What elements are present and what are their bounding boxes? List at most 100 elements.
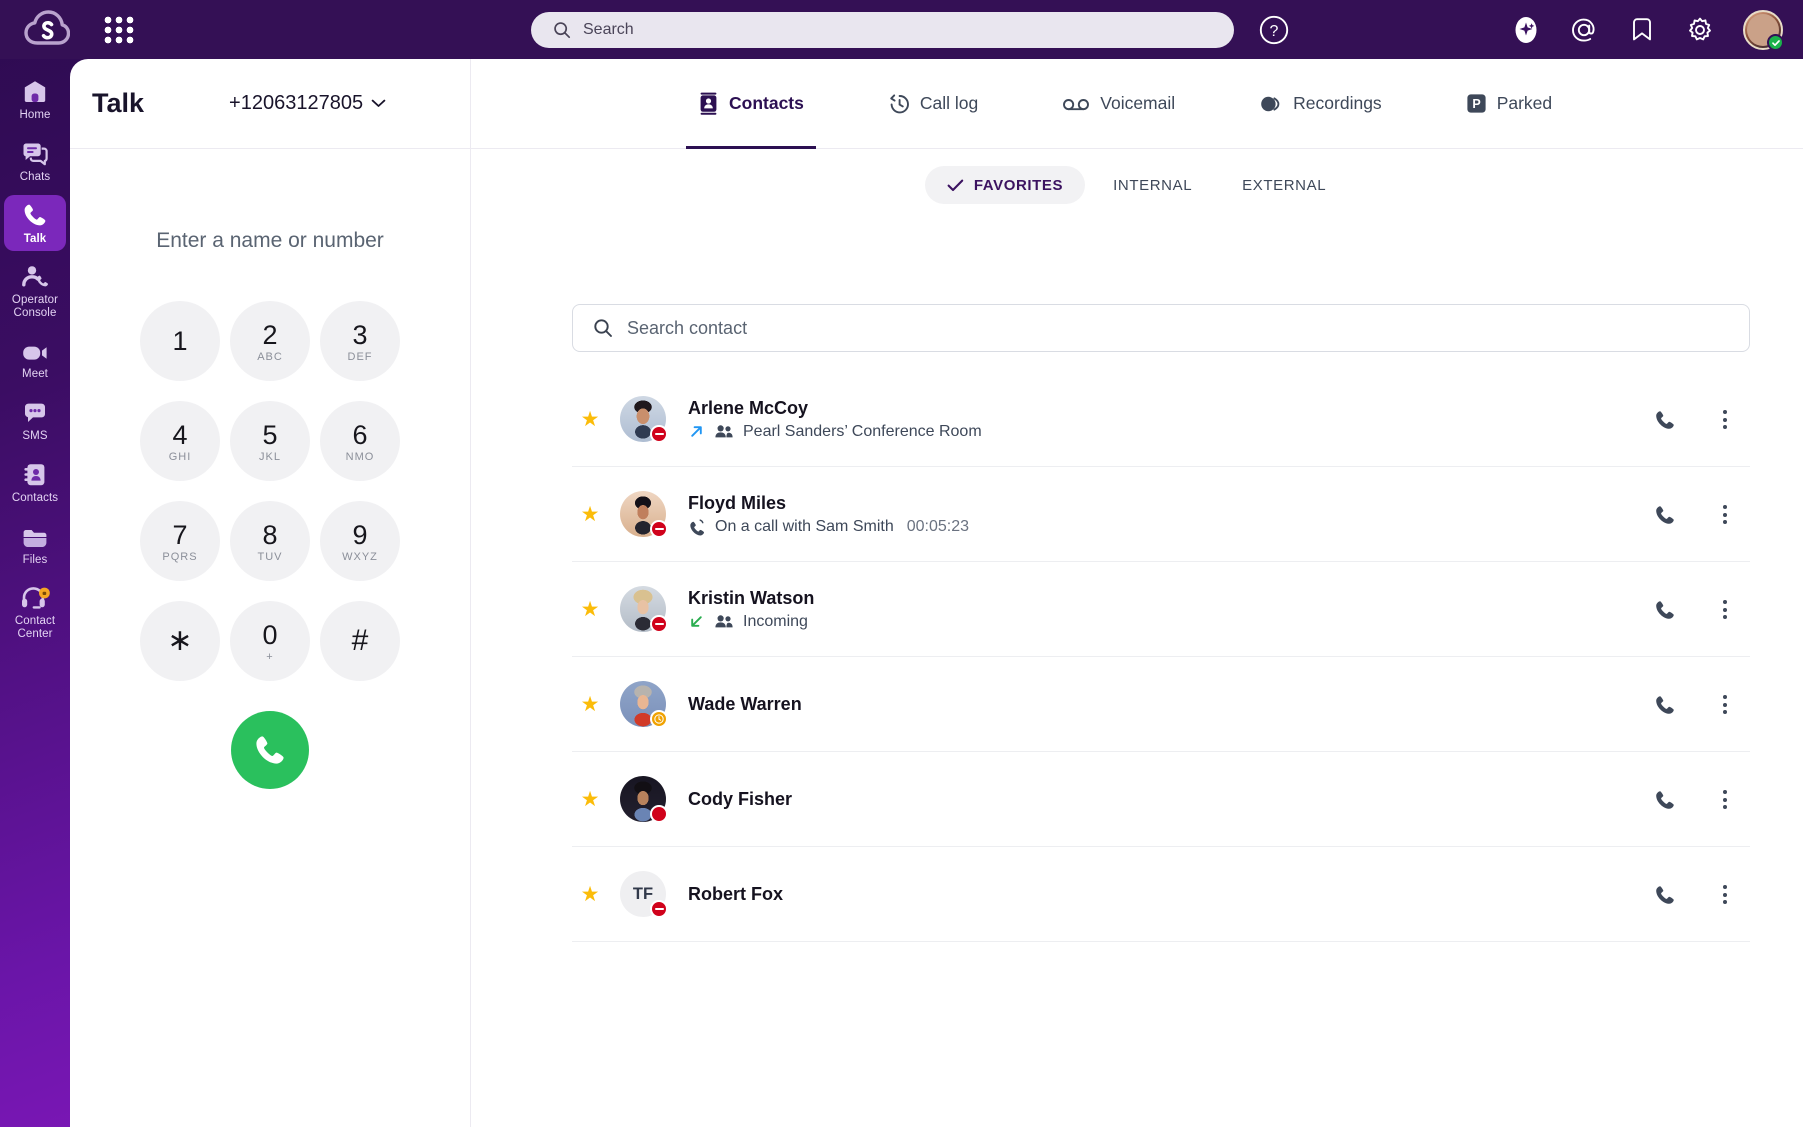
presence-badge-away — [650, 710, 668, 728]
sidebar-item-contacts[interactable]: Contacts — [4, 454, 66, 510]
table-row[interactable]: ★ Arlene McCoy — [572, 372, 1750, 467]
dial-key-letters: TUV — [257, 550, 283, 563]
row-actions — [1650, 657, 1740, 752]
favorite-star-icon[interactable]: ★ — [580, 882, 600, 906]
sidebar-item-operator-console[interactable]: Operator Console — [4, 257, 66, 324]
operator-console-icon — [21, 263, 49, 289]
dial-key-letters: + — [266, 650, 274, 663]
dial-key-star[interactable]: ∗ — [140, 601, 220, 681]
tab-voicemail[interactable]: Voicemail — [1050, 59, 1187, 149]
dial-key-9[interactable]: 9 WXYZ — [320, 501, 400, 581]
tab-label: Recordings — [1293, 93, 1382, 113]
check-icon — [947, 179, 964, 191]
phone-number-selector[interactable]: +12063127805 — [229, 92, 386, 115]
chats-icon — [21, 140, 49, 166]
tab-call-log[interactable]: Call log — [876, 59, 990, 149]
table-row[interactable]: ★ Cody Fisher — [572, 752, 1750, 847]
contacts-book-icon — [23, 461, 47, 487]
contact-status: On a call with Sam Smith 00:05:23 — [688, 518, 969, 536]
call-icon[interactable] — [1650, 595, 1680, 625]
call-icon[interactable] — [1650, 690, 1680, 720]
more-options-icon[interactable] — [1710, 405, 1740, 435]
dial-key-2[interactable]: 2 ABC — [230, 301, 310, 381]
favorite-star-icon[interactable]: ★ — [580, 597, 600, 621]
dial-key-hash[interactable]: # — [320, 601, 400, 681]
user-avatar[interactable] — [1743, 10, 1784, 51]
contact-name: Floyd Miles — [688, 492, 787, 513]
call-icon[interactable] — [1650, 880, 1680, 910]
favorite-star-icon[interactable]: ★ — [580, 502, 600, 526]
tab-recordings[interactable]: Recordings — [1247, 59, 1394, 149]
tab-label: Contacts — [729, 93, 804, 113]
sidebar-item-talk[interactable]: Talk — [4, 195, 66, 251]
mention-icon[interactable] — [1569, 15, 1599, 45]
favorite-star-icon[interactable]: ★ — [580, 692, 600, 716]
dial-key-letters: WXYZ — [342, 550, 378, 563]
tab-contacts[interactable]: Contacts — [686, 59, 816, 149]
sidebar-item-contact-center[interactable]: Contact Center — [4, 578, 66, 645]
sparkle-icon[interactable] — [1511, 15, 1541, 45]
dial-key-8[interactable]: 8 TUV — [230, 501, 310, 581]
cloud-s-logo[interactable] — [22, 8, 72, 52]
more-options-icon[interactable] — [1710, 690, 1740, 720]
dial-key-number: # — [351, 623, 369, 657]
presence-badge-dnd — [650, 425, 668, 443]
dial-key-letters: ABC — [257, 350, 283, 363]
dial-key-number: 0 — [262, 619, 278, 650]
favorite-star-icon[interactable]: ★ — [580, 787, 600, 811]
dial-key-6[interactable]: 6 NMO — [320, 401, 400, 481]
dial-key-7[interactable]: 7 PQRS — [140, 501, 220, 581]
contact-name: Kristin Watson — [688, 587, 815, 608]
more-options-icon[interactable] — [1710, 785, 1740, 815]
contact-name: Arlene McCoy — [688, 397, 809, 418]
phone-icon — [22, 202, 48, 228]
table-row[interactable]: ★ Floyd Miles On a call with Sam Smith 0… — [572, 467, 1750, 562]
call-button[interactable] — [231, 711, 309, 789]
dial-key-4[interactable]: 4 GHI — [140, 401, 220, 481]
incoming-arrow-icon — [691, 616, 702, 627]
presence-badge-dnd — [650, 900, 668, 918]
sidebar-item-label: Files — [22, 553, 48, 566]
sidebar-item-files[interactable]: Files — [4, 516, 66, 572]
dial-key-0[interactable]: 0 + — [230, 601, 310, 681]
table-row[interactable]: ★ TF Robert Fox — [572, 847, 1750, 942]
more-options-icon[interactable] — [1710, 880, 1740, 910]
filter-internal[interactable]: INTERNAL — [1091, 166, 1214, 204]
filter-external[interactable]: EXTERNAL — [1220, 166, 1348, 204]
sidebar-item-label: Contact Center — [14, 615, 56, 640]
contact-info: Kristin Watson Incoming — [688, 588, 814, 631]
tab-parked[interactable]: P Parked — [1454, 59, 1564, 149]
outgoing-arrow-icon — [691, 426, 702, 437]
call-icon[interactable] — [1650, 785, 1680, 815]
sidebar-item-meet[interactable]: Meet — [4, 330, 66, 386]
more-options-icon[interactable] — [1710, 500, 1740, 530]
dial-key-1[interactable]: 1 — [140, 301, 220, 381]
dial-key-letters: NMO — [345, 450, 375, 463]
apps-grid-icon[interactable] — [102, 13, 136, 47]
global-search-input[interactable]: Search — [531, 12, 1234, 48]
table-row[interactable]: ★ Wade Warren — [572, 657, 1750, 752]
filter-favorites[interactable]: FAVORITES — [924, 166, 1086, 204]
help-button[interactable]: ? — [1258, 14, 1290, 46]
contact-search-input[interactable]: Search contact — [572, 304, 1750, 352]
call-icon[interactable] — [1650, 500, 1680, 530]
call-icon[interactable] — [1650, 405, 1680, 435]
global-search-placeholder: Search — [583, 21, 634, 38]
dial-input[interactable]: Enter a name or number — [70, 229, 470, 253]
video-camera-icon — [21, 337, 49, 363]
table-row[interactable]: ★ Kristin Watson — [572, 562, 1750, 657]
sidebar-item-chats[interactable]: Chats — [4, 133, 66, 189]
phone-in-call-icon — [690, 518, 705, 535]
dial-key-letters: PQRS — [162, 550, 198, 563]
dial-key-5[interactable]: 5 JKL — [230, 401, 310, 481]
bookmark-icon[interactable] — [1627, 15, 1657, 45]
dial-key-3[interactable]: 3 DEF — [320, 301, 400, 381]
contact-status-text: Pearl Sanders’ Conference Room — [743, 422, 982, 440]
contact-info: Robert Fox — [688, 884, 783, 905]
more-options-icon[interactable] — [1710, 595, 1740, 625]
contact-info: Arlene McCoy Pearl Sanders’ Conference R… — [688, 398, 982, 441]
sidebar-item-sms[interactable]: SMS — [4, 392, 66, 448]
sidebar-item-home[interactable]: Home — [4, 71, 66, 127]
favorite-star-icon[interactable]: ★ — [580, 407, 600, 431]
gear-icon[interactable] — [1685, 15, 1715, 45]
